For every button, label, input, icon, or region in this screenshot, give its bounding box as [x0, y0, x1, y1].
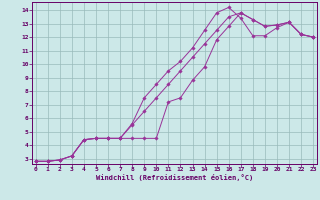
X-axis label: Windchill (Refroidissement éolien,°C): Windchill (Refroidissement éolien,°C)	[96, 174, 253, 181]
